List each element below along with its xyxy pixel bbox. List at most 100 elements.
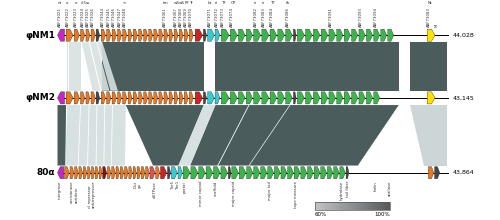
Polygon shape <box>246 92 252 104</box>
Polygon shape <box>352 92 358 104</box>
Text: o: o <box>66 1 68 5</box>
Text: ABF73093: ABF73093 <box>359 7 363 27</box>
Polygon shape <box>137 167 140 179</box>
Polygon shape <box>301 167 306 179</box>
Text: holin: holin <box>374 181 378 191</box>
Bar <box>360 202 362 210</box>
Polygon shape <box>215 92 220 104</box>
Polygon shape <box>58 29 64 41</box>
Polygon shape <box>336 92 343 104</box>
Polygon shape <box>286 29 292 41</box>
Polygon shape <box>270 92 276 104</box>
Polygon shape <box>160 167 166 179</box>
Polygon shape <box>230 29 237 41</box>
Text: br: br <box>208 1 212 5</box>
Polygon shape <box>69 42 81 91</box>
Polygon shape <box>112 105 126 165</box>
Polygon shape <box>129 167 132 179</box>
Polygon shape <box>206 167 212 179</box>
Polygon shape <box>198 167 205 179</box>
Polygon shape <box>410 42 446 91</box>
Bar <box>354 202 356 210</box>
Text: ABF73083: ABF73083 <box>427 7 431 27</box>
Text: scaffold: scaffold <box>214 181 218 196</box>
Polygon shape <box>428 167 434 179</box>
Polygon shape <box>183 167 190 179</box>
Bar <box>340 202 341 210</box>
Polygon shape <box>122 92 127 104</box>
Polygon shape <box>329 92 336 104</box>
Polygon shape <box>204 29 206 41</box>
Polygon shape <box>164 92 168 104</box>
Bar <box>336 202 338 210</box>
Text: wS: wS <box>174 1 180 5</box>
Polygon shape <box>190 92 193 104</box>
Text: ri: ri <box>262 1 264 5</box>
Text: M: M <box>435 24 439 27</box>
Polygon shape <box>128 29 132 41</box>
Text: TF: TF <box>222 1 226 5</box>
Polygon shape <box>66 92 73 104</box>
Polygon shape <box>168 167 170 179</box>
Polygon shape <box>106 92 111 104</box>
Text: Nt: Nt <box>427 1 432 5</box>
Bar <box>330 202 332 210</box>
Polygon shape <box>124 167 128 179</box>
Bar <box>386 202 388 210</box>
Polygon shape <box>254 29 260 41</box>
Bar <box>362 202 364 210</box>
Text: ABF73072: ABF73072 <box>215 7 219 27</box>
Polygon shape <box>268 167 274 179</box>
Polygon shape <box>74 92 80 104</box>
Polygon shape <box>169 92 173 104</box>
Bar <box>349 202 350 210</box>
Polygon shape <box>169 29 173 41</box>
Polygon shape <box>388 29 394 41</box>
Polygon shape <box>374 92 380 104</box>
Polygon shape <box>208 29 214 41</box>
Polygon shape <box>149 92 152 104</box>
Bar <box>341 202 343 210</box>
Bar <box>343 202 345 210</box>
Polygon shape <box>108 167 111 179</box>
Text: tm: tm <box>163 1 168 5</box>
Polygon shape <box>112 29 116 41</box>
Bar <box>345 202 347 210</box>
Text: ABF73094: ABF73094 <box>374 7 378 27</box>
Polygon shape <box>204 92 206 104</box>
Text: ABF73023: ABF73023 <box>74 7 78 27</box>
Polygon shape <box>80 29 85 41</box>
Polygon shape <box>270 29 276 41</box>
Polygon shape <box>133 167 136 179</box>
Bar <box>326 202 328 210</box>
Text: ABF73070: ABF73070 <box>190 7 194 27</box>
Text: ABF73074: ABF73074 <box>230 7 234 27</box>
Polygon shape <box>215 29 220 41</box>
Bar <box>368 202 370 210</box>
Text: ABF73082: ABF73082 <box>254 7 258 27</box>
Polygon shape <box>122 29 127 41</box>
Polygon shape <box>79 167 82 179</box>
Text: ABF73026: ABF73026 <box>91 7 95 27</box>
Bar <box>322 202 324 210</box>
Text: portal: portal <box>183 181 187 192</box>
Bar <box>380 202 382 210</box>
Polygon shape <box>91 92 96 104</box>
Polygon shape <box>262 29 269 41</box>
Polygon shape <box>74 29 80 41</box>
Polygon shape <box>314 167 320 179</box>
Text: ABF73068: ABF73068 <box>179 7 183 27</box>
Polygon shape <box>230 92 237 104</box>
Polygon shape <box>294 92 296 104</box>
Bar <box>371 202 373 210</box>
Polygon shape <box>381 29 386 41</box>
Bar <box>319 202 320 210</box>
Polygon shape <box>133 29 138 41</box>
Polygon shape <box>82 42 100 91</box>
Polygon shape <box>154 29 158 41</box>
Polygon shape <box>120 167 124 179</box>
Polygon shape <box>96 167 98 179</box>
Polygon shape <box>67 42 68 91</box>
Polygon shape <box>191 167 198 179</box>
Polygon shape <box>216 42 399 91</box>
